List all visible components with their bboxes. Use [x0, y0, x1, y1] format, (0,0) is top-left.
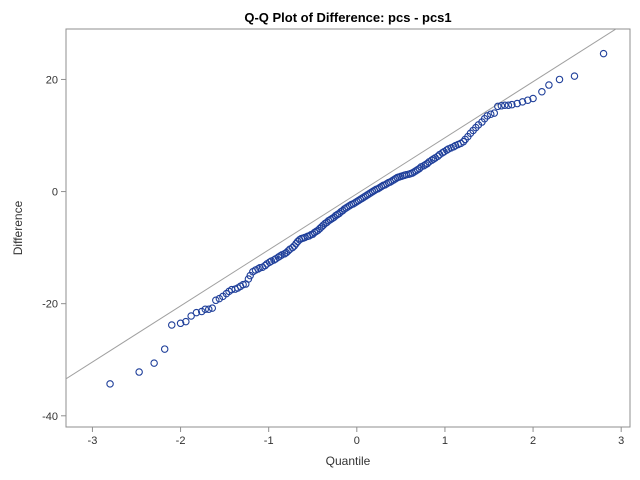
x-tick-label: 3: [618, 435, 624, 447]
data-point: [508, 100, 516, 109]
data-point: [305, 232, 313, 240]
data-point: [182, 317, 190, 326]
data-point: [459, 137, 468, 146]
data-point: [494, 102, 502, 111]
data-point: [265, 258, 274, 266]
data-point: [290, 242, 298, 250]
data-point: [442, 146, 451, 154]
data-point: [254, 265, 262, 273]
axes-layer: -3 -2 -1 0 1 2 3 -40 -20 0 20: [42, 74, 624, 447]
x-axis-label: Quantile: [326, 454, 371, 468]
reference-line-layer: [66, 29, 617, 380]
plot-area-frame: [65, 28, 631, 428]
data-point: [160, 345, 169, 353]
data-point: [192, 308, 201, 317]
data-point: [212, 296, 220, 305]
x-tick-label: -2: [176, 435, 186, 447]
data-point: [529, 94, 537, 103]
data-point: [538, 88, 546, 96]
x-tick-label: -1: [264, 435, 274, 447]
data-point: [518, 98, 527, 106]
chart-title: Q-Q Plot of Difference: pcs - pcs1: [244, 10, 451, 25]
data-point: [487, 110, 495, 118]
data-point: [524, 96, 532, 104]
data-point: [176, 319, 185, 328]
x-tick-label: 2: [530, 435, 536, 447]
x-tick-label: 0: [354, 435, 360, 447]
data-point: [168, 321, 176, 329]
data-point: [483, 112, 491, 120]
data-point: [570, 72, 579, 80]
data-point: [208, 304, 217, 312]
data-point: [187, 312, 195, 320]
data-point: [497, 102, 506, 110]
data-point: [555, 75, 564, 84]
data-point: [513, 99, 521, 108]
y-tick-label: -40: [42, 411, 58, 423]
y-axis-label: Difference: [11, 200, 25, 255]
y-tick-label: 20: [46, 74, 58, 86]
x-tick-label: 1: [442, 435, 448, 447]
data-point: [490, 109, 499, 117]
data-point: [501, 101, 509, 109]
data-point: [276, 252, 284, 260]
data-point: [504, 101, 513, 109]
data-point: [106, 380, 114, 388]
y-tick-label: -20: [42, 299, 58, 311]
data-point: [599, 49, 608, 58]
data-points-layer: [106, 49, 608, 388]
x-tick-label: -3: [88, 435, 98, 447]
data-point: [545, 81, 553, 89]
data-point: [150, 359, 158, 367]
y-tick-label: 0: [52, 187, 58, 199]
data-point: [449, 142, 458, 151]
data-point: [201, 305, 209, 314]
data-point: [135, 368, 143, 376]
data-point: [205, 305, 213, 314]
reference-line: [66, 29, 617, 380]
